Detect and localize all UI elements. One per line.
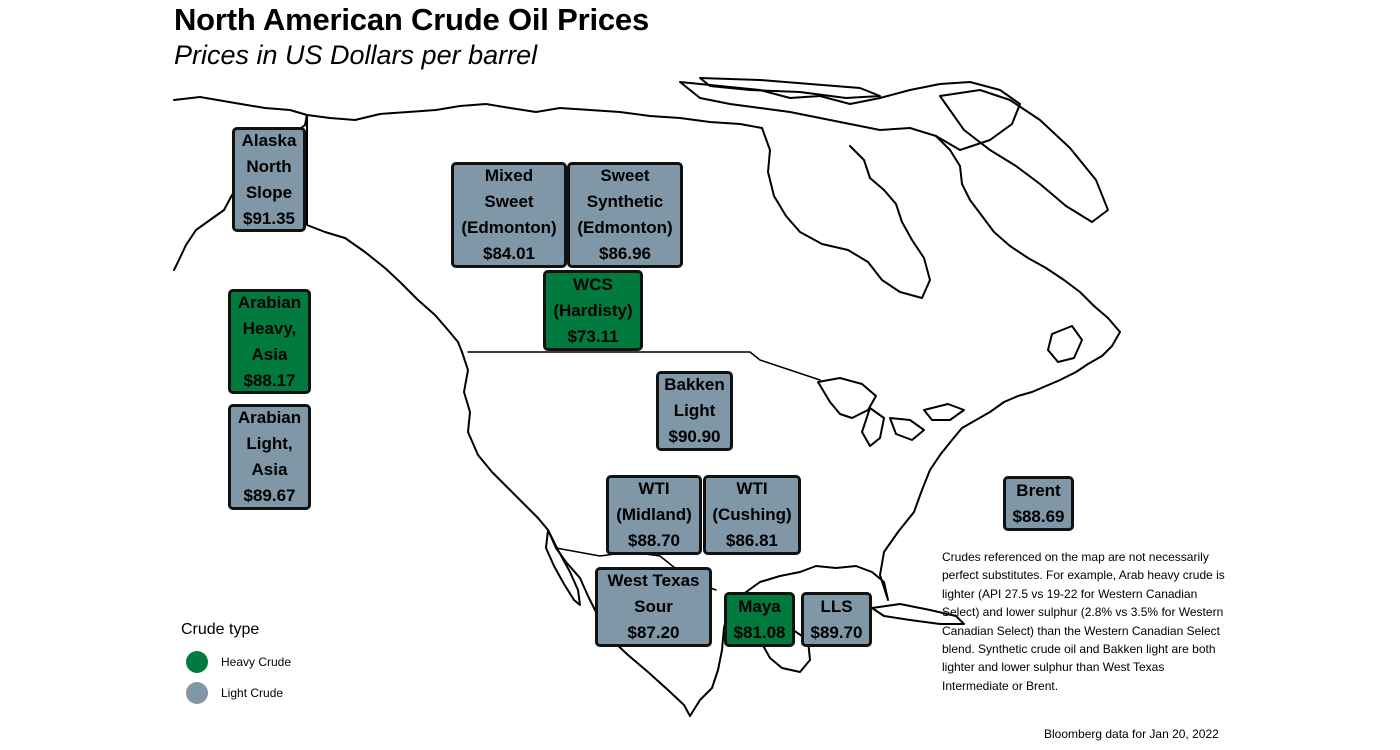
crude-price: $84.01 <box>483 244 535 263</box>
crude-price: $88.69 <box>1012 506 1065 526</box>
crude-name-line: (Edmonton) <box>461 218 557 237</box>
crude-name-line: WCS <box>573 274 613 294</box>
crude-name-line: North <box>246 156 292 176</box>
heavy-crude-swatch-icon <box>186 651 208 673</box>
crude-price: $86.81 <box>726 531 778 550</box>
crude-name-line: Brent <box>1016 480 1061 500</box>
legend-title: Crude type <box>181 621 260 638</box>
arctic-coastline <box>306 103 763 129</box>
price-box-lls: LLS $89.70 <box>801 592 872 647</box>
price-box-wcs-hardisty: WCS (Hardisty) $73.11 <box>543 270 643 351</box>
crude-name-line: Arabian <box>237 408 302 427</box>
crude-name-line: Mixed <box>484 166 534 185</box>
crude-name-line: Alaska <box>241 130 297 150</box>
price-box-mixed-sweet-edmonton: Mixed Sweet (Edmonton) $84.01 <box>451 162 567 268</box>
crude-name-line: Maya <box>738 596 781 616</box>
price-box-west-texas-sour: West Texas Sour $87.20 <box>595 567 712 647</box>
legend-label-light: Light Crude <box>221 686 284 700</box>
crude-name-line: Sweet <box>600 166 650 185</box>
cuba <box>871 603 965 625</box>
crude-price: $87.20 <box>627 623 680 642</box>
crude-price: $88.70 <box>628 531 680 550</box>
price-box-brent: Brent $88.69 <box>1003 476 1074 531</box>
crude-name-line: (Edmonton) <box>577 218 673 237</box>
price-box-bakken-light: Bakken Light $90.90 <box>656 371 733 451</box>
crude-name-line: Sweet <box>484 192 534 211</box>
baffin-island <box>939 89 1109 223</box>
price-box-maya: Maya $81.08 <box>724 592 795 647</box>
crude-name-line: Heavy, <box>242 318 297 338</box>
crude-name-line: Sour <box>634 597 673 616</box>
baja-california <box>545 529 581 606</box>
newfoundland <box>1047 325 1083 363</box>
crude-name-line: Asia <box>251 460 288 479</box>
map-subtitle: Prices in US Dollars per barrel <box>174 40 538 70</box>
crude-name-line: (Cushing) <box>712 505 792 524</box>
crude-name-line: West Texas <box>607 571 700 590</box>
crude-name-line: Bakken <box>664 375 725 394</box>
crude-name-line: Slope <box>245 182 293 202</box>
price-box-arabian-light-asia: Arabian Light, Asia $89.67 <box>228 404 311 510</box>
alaska-panhandle <box>306 114 463 353</box>
arctic-islands <box>679 81 1021 151</box>
price-box-sweet-synthetic-edmonton: Sweet Synthetic (Edmonton) $86.96 <box>567 162 683 268</box>
crude-name-line: (Midland) <box>616 505 692 524</box>
crude-price: $81.08 <box>733 622 786 642</box>
great-lakes <box>817 377 965 447</box>
crude-price: $89.67 <box>243 486 296 505</box>
crude-name-line: WTI <box>736 479 768 498</box>
ellesmere-island <box>699 77 881 99</box>
map-title: North American Crude Oil Prices <box>174 2 650 37</box>
crude-name-line: Synthetic <box>586 192 664 211</box>
crude-name-line: LLS <box>820 596 853 616</box>
light-crude-swatch-icon <box>186 682 208 704</box>
crude-name-line: Asia <box>251 344 288 364</box>
source-text: Bloomberg data for Jan 20, 2022 <box>1044 727 1219 741</box>
price-box-wti-midland: WTI (Midland) $88.70 <box>606 475 702 555</box>
us-canada-border <box>467 351 821 381</box>
legend-label-heavy: Heavy Crude <box>221 655 292 669</box>
crude-price: $88.17 <box>243 370 296 390</box>
crude-name-line: (Hardisty) <box>553 300 633 320</box>
crude-price: $90.90 <box>668 427 721 446</box>
labrador-coastline <box>935 135 1121 333</box>
crude-price: $89.70 <box>810 622 863 642</box>
footnote-text: Crudes referenced on the map are not nec… <box>942 550 1225 693</box>
crude-name-line: Light <box>673 401 716 420</box>
crude-name-line: WTI <box>638 479 670 498</box>
price-box-alaska-north-slope: Alaska North Slope $91.35 <box>232 127 306 232</box>
crude-price: $91.35 <box>243 208 295 228</box>
crude-name-line: Arabian <box>237 292 302 312</box>
price-box-arabian-heavy-asia: Arabian Heavy, Asia $88.17 <box>228 289 311 394</box>
crude-name-line: Light, <box>246 434 293 453</box>
crude-price: $73.11 <box>567 326 619 346</box>
hudson-bay <box>761 127 931 299</box>
crude-price: $86.96 <box>599 244 651 263</box>
us-gulf-east-coastline <box>815 331 1121 601</box>
price-box-wti-cushing: WTI (Cushing) $86.81 <box>703 475 801 555</box>
